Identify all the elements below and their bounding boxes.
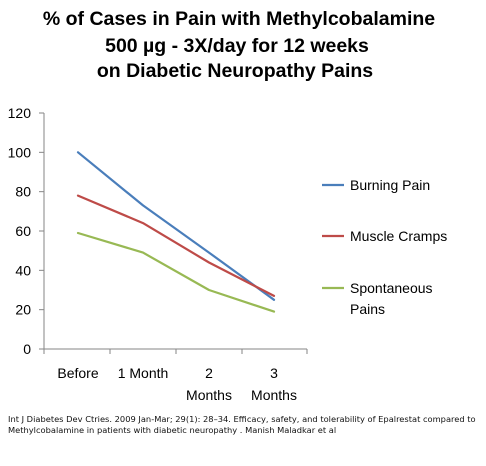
x-tick-label: Months <box>186 387 232 403</box>
series-line <box>76 151 276 301</box>
chart-series <box>76 151 276 313</box>
legend-label: Spontaneous <box>350 280 433 296</box>
chart-axes: 0 20 40 60 80 100 120 Before 1 Month 2 Months 3 Mont… <box>8 105 308 403</box>
x-tick-label: 3 <box>270 365 278 381</box>
y-tick-label: 40 <box>15 262 31 278</box>
line-chart: 0 20 40 60 80 100 120 Before 1 Month 2 Months 3 Mont… <box>8 105 448 403</box>
y-tick-label: 0 <box>23 341 31 357</box>
citation-text: Int J Diabetes Dev Ctries. 2009 Jan-Mar;… <box>8 414 476 435</box>
legend-label: Muscle Cramps <box>350 228 447 244</box>
x-tick-label: Months <box>251 387 297 403</box>
x-tick-label: 1 Month <box>118 365 169 381</box>
chart-title-line-2: 500 µg - 3X/day for 12 weeks <box>105 35 369 57</box>
x-tick-label: 2 <box>205 365 213 381</box>
x-tick-label: Before <box>57 365 98 381</box>
legend-label: Pains <box>350 301 385 317</box>
legend-label: Burning Pain <box>350 177 430 193</box>
chart-title-line-3: on Diabetic Neuropathy Pains <box>96 60 374 82</box>
y-tick-label: 100 <box>8 144 32 160</box>
y-tick-label: 20 <box>15 302 31 318</box>
series-line <box>76 194 276 297</box>
y-tick-label: 80 <box>15 184 31 200</box>
y-tick-label: 120 <box>8 105 32 121</box>
chart-title-line-1: % of Cases in Pain with Methylcobalamine <box>42 8 436 30</box>
series-line <box>76 231 276 313</box>
y-tick-label: 60 <box>15 223 31 239</box>
chart-legend: Burning Pain Muscle Cramps Spontaneous Pain… <box>322 177 447 317</box>
